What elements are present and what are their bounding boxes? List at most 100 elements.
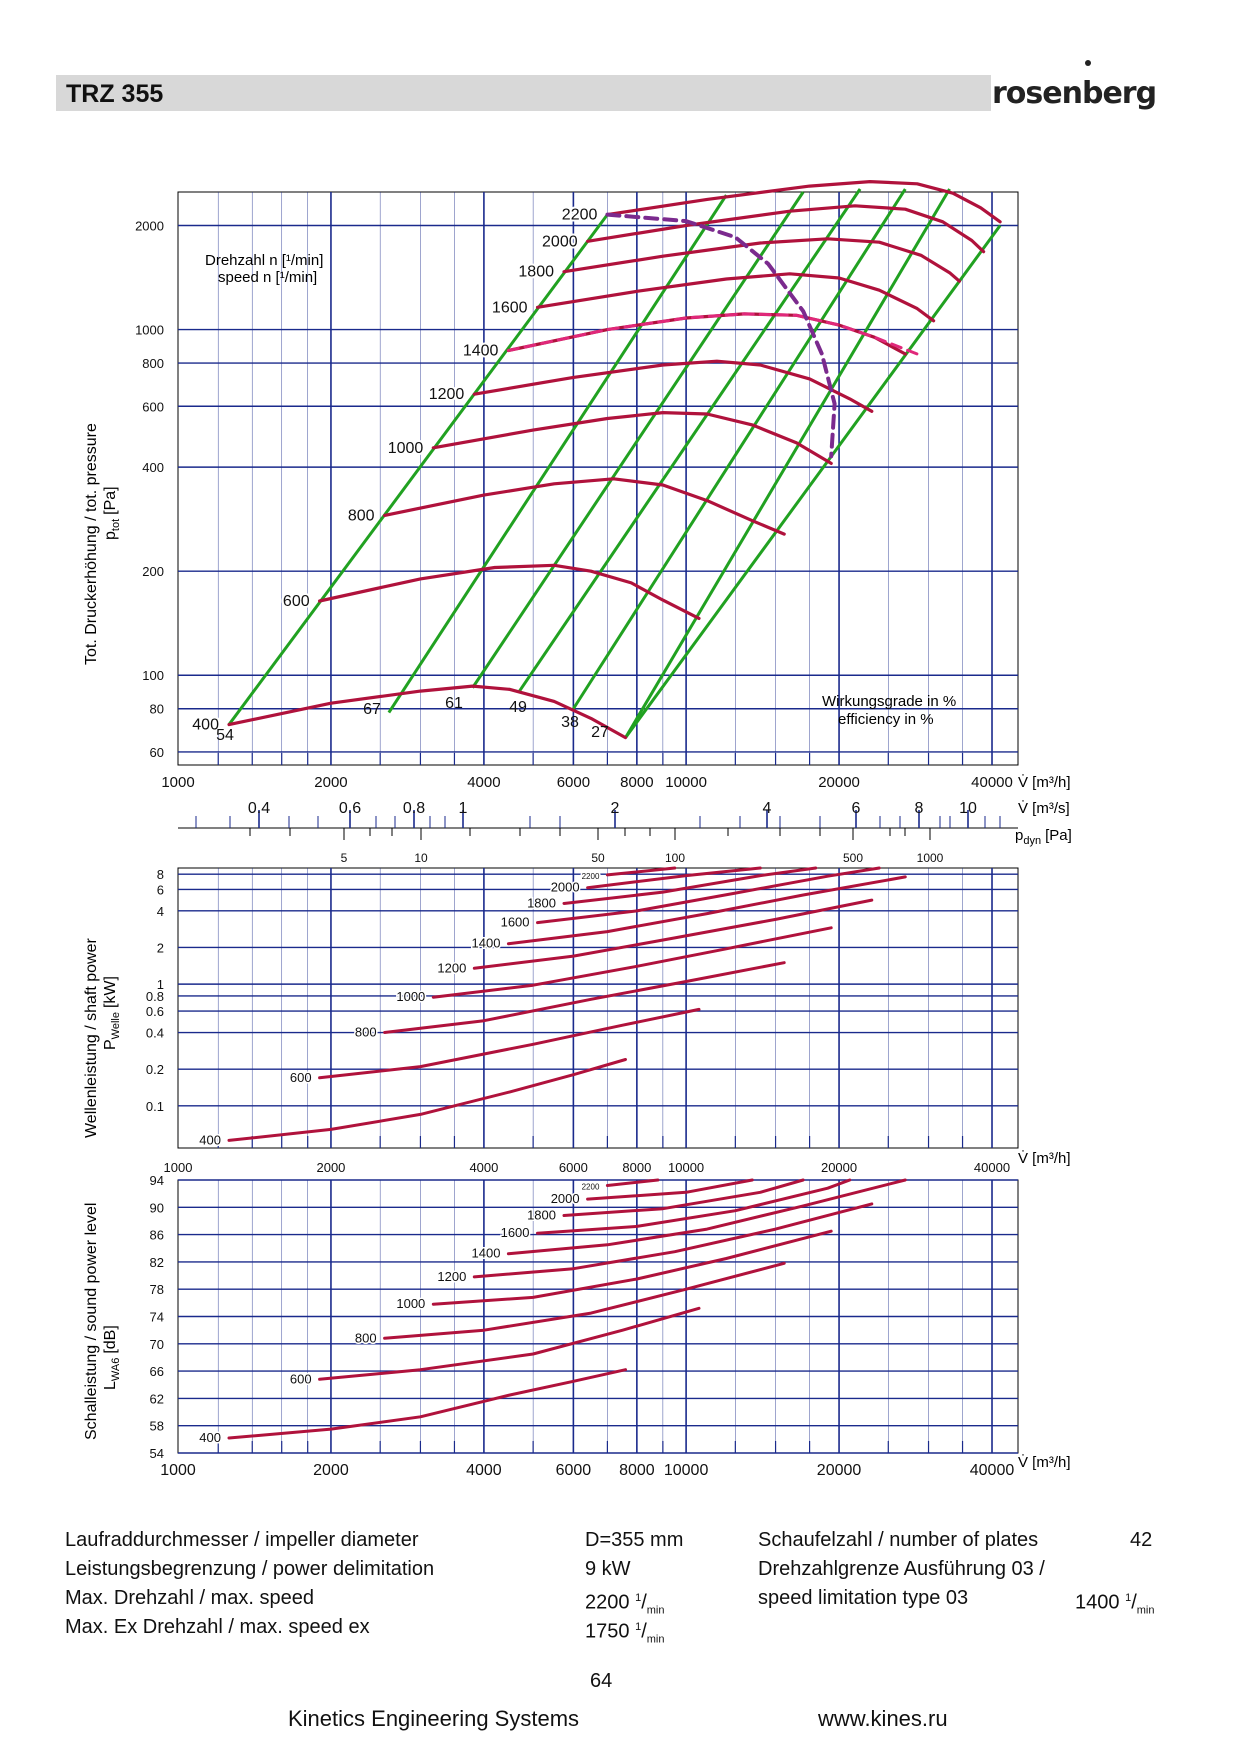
x-tick-label: 20000 (818, 774, 860, 791)
vdot-s-tick-label: 6 (852, 800, 861, 817)
logo-dot-icon (1085, 60, 1091, 66)
vdot-s-tick-label: 1 (459, 800, 468, 817)
efficiency-line (471, 191, 805, 689)
sound-curve-1000 (431, 1229, 833, 1306)
vdot-s-tick-label: 0.6 (339, 800, 361, 817)
y-tick-label: 86 (150, 1228, 164, 1243)
speed-label-800: 800 (348, 507, 375, 524)
y-tick-label: 90 (150, 1200, 164, 1215)
sound-speed-label-1000: 1000 (396, 1296, 425, 1311)
max-speed-ex-line (506, 312, 919, 356)
power-limit-label: Leistungsbegrenzung / power delimitation (65, 1558, 435, 1580)
power-y-title: Wellenleistung / shaft power (83, 938, 100, 1138)
efficiency-line (572, 188, 907, 710)
x-tick-label: 40000 (970, 1462, 1015, 1479)
y-tick-label: 0.8 (146, 989, 164, 1004)
y-tick-label: 400 (142, 460, 164, 475)
pressure-y-label: Tot. Druckerhöhung / tot. pressure (83, 423, 100, 665)
shaft-power-chart: 0.1 0.2 0.4 0.60.81 2 4 68 1000 2000 4000 6000 8000… (146, 866, 1019, 1175)
x-tick-label: 1000 (164, 1160, 193, 1175)
x-tick-label: 4000 (466, 1462, 502, 1479)
efficiency-line (518, 188, 862, 692)
x-tick-label: 4000 (467, 774, 500, 791)
max-speed-ex-label: Max. Ex Drehzahl / max. speed ex (65, 1616, 370, 1638)
efficiency-value-38: 38 (561, 714, 579, 731)
speed-curve-600 (318, 563, 701, 620)
y-tick-label: 60 (150, 745, 164, 760)
efficiency-line (624, 224, 1002, 739)
speed-curve-400 (227, 684, 628, 740)
power-speed-label-2000: 2000 (551, 880, 580, 895)
speed-curve-1200 (472, 359, 874, 413)
sound-curve-2000 (586, 1178, 754, 1201)
plot-frame (177, 867, 1019, 1149)
power-y-sym: PWelle [kW] (102, 976, 122, 1050)
speed-label-de: Drehzahl n [¹/min] (205, 252, 323, 269)
speed-curve-1000 (431, 411, 833, 465)
sound-curve-400 (227, 1368, 627, 1440)
y-tick-label: 0.4 (146, 1026, 164, 1041)
x-tick-label: 8000 (619, 1462, 655, 1479)
sound-speed-label-1800: 1800 (527, 1207, 556, 1222)
secondary-axes: 0.4 0.6 0.8 1 2 4 6 8 10 5 10 50 100 500 1000 (178, 800, 1018, 865)
x-tick-label: 20000 (817, 1462, 862, 1479)
y-tick-label: 78 (150, 1282, 164, 1297)
plates-label: Schaufelzahl / number of plates (758, 1529, 1039, 1551)
pressure-y-sym: ptot [Pa] (102, 486, 122, 540)
footer-website[interactable]: www.kines.ru (818, 1706, 948, 1731)
efficiency-line (624, 188, 951, 739)
x-tick-label: 6000 (556, 1462, 592, 1479)
x-tick-label: 2000 (313, 1462, 349, 1479)
x-tick-label: 40000 (971, 774, 1013, 791)
pdyn-unit: [Pa] (1045, 827, 1072, 844)
power-curve-1800 (562, 866, 818, 905)
speed-limit: 1400 1/min (1075, 1591, 1155, 1617)
power-speed-label-1200: 1200 (437, 960, 466, 975)
y-tick-label: 1000 (135, 323, 164, 338)
speed-label-1000: 1000 (388, 440, 424, 457)
vdot-s-tick-label: 10 (959, 800, 977, 817)
x-tick-label: 10000 (668, 1160, 704, 1175)
pdyn-label: pdyn [Pa] (1015, 827, 1072, 847)
pressure-y-title: Tot. Druckerhöhung / tot. pressure (83, 423, 100, 665)
power-curve-2200 (605, 866, 677, 877)
impeller-value: D=355 mm (585, 1529, 684, 1551)
pdyn-tick-label: 10 (414, 851, 428, 865)
efficiency-value-67: 67 (363, 701, 381, 718)
y-tick-label: 1 (157, 977, 164, 992)
sound-curve-800 (383, 1261, 786, 1340)
power-speed-label-600: 600 (290, 1070, 312, 1085)
power-speed-label-2200: 2200 (582, 872, 600, 881)
y-tick-label: 600 (142, 399, 164, 414)
power-speed-label-800: 800 (355, 1025, 377, 1040)
sound-speed-label-800: 800 (355, 1330, 377, 1345)
speed-label-600: 600 (283, 593, 310, 610)
vdot-s-tick-label: 8 (915, 800, 924, 817)
speed-limit-label-1: Drehzahlgrenze Ausführung 03 / (758, 1558, 1045, 1580)
power-speed-label-1400: 1400 (472, 936, 501, 951)
speed-label-1200: 1200 (429, 386, 465, 403)
sound-speed-label-1600: 1600 (501, 1225, 530, 1240)
y-tick-label: 82 (150, 1255, 164, 1270)
pressure-chart-labels: Drehzahl n [¹/min] speed n [¹/min] Wirku… (83, 252, 1071, 791)
y-tick-label: 800 (142, 356, 164, 371)
y-tick-label: 70 (150, 1337, 164, 1352)
efficiency-value-61: 61 (445, 695, 463, 712)
power-curve-1000 (431, 926, 833, 999)
y-tick-label: 4 (157, 904, 164, 919)
efficiency-label-en: efficiency in % (838, 711, 934, 728)
power-curve-1200 (472, 898, 874, 970)
power-y-symbol: P (102, 1039, 119, 1050)
unit-sub: min (1136, 1604, 1155, 1617)
x-tick-label: 1000 (161, 774, 194, 791)
y-tick-label: 2000 (135, 219, 164, 234)
efficiency-value-27: 27 (591, 724, 609, 741)
x-tick-label: 6000 (557, 774, 590, 791)
power-curve-1600 (536, 866, 881, 925)
pressure-y-sub: tot (110, 519, 122, 531)
sound-power-chart: 54 58 62 66 70 74 78 82 86 90 94 1000 2000 4000 6000 80… (150, 1173, 1019, 1479)
power-y-sub: Welle (110, 1012, 122, 1039)
max-speed-label: Max. Drehzahl / max. speed (65, 1587, 314, 1609)
speed-label-en: speed n [¹/min] (218, 269, 317, 286)
speed-label-1400: 1400 (463, 342, 499, 359)
